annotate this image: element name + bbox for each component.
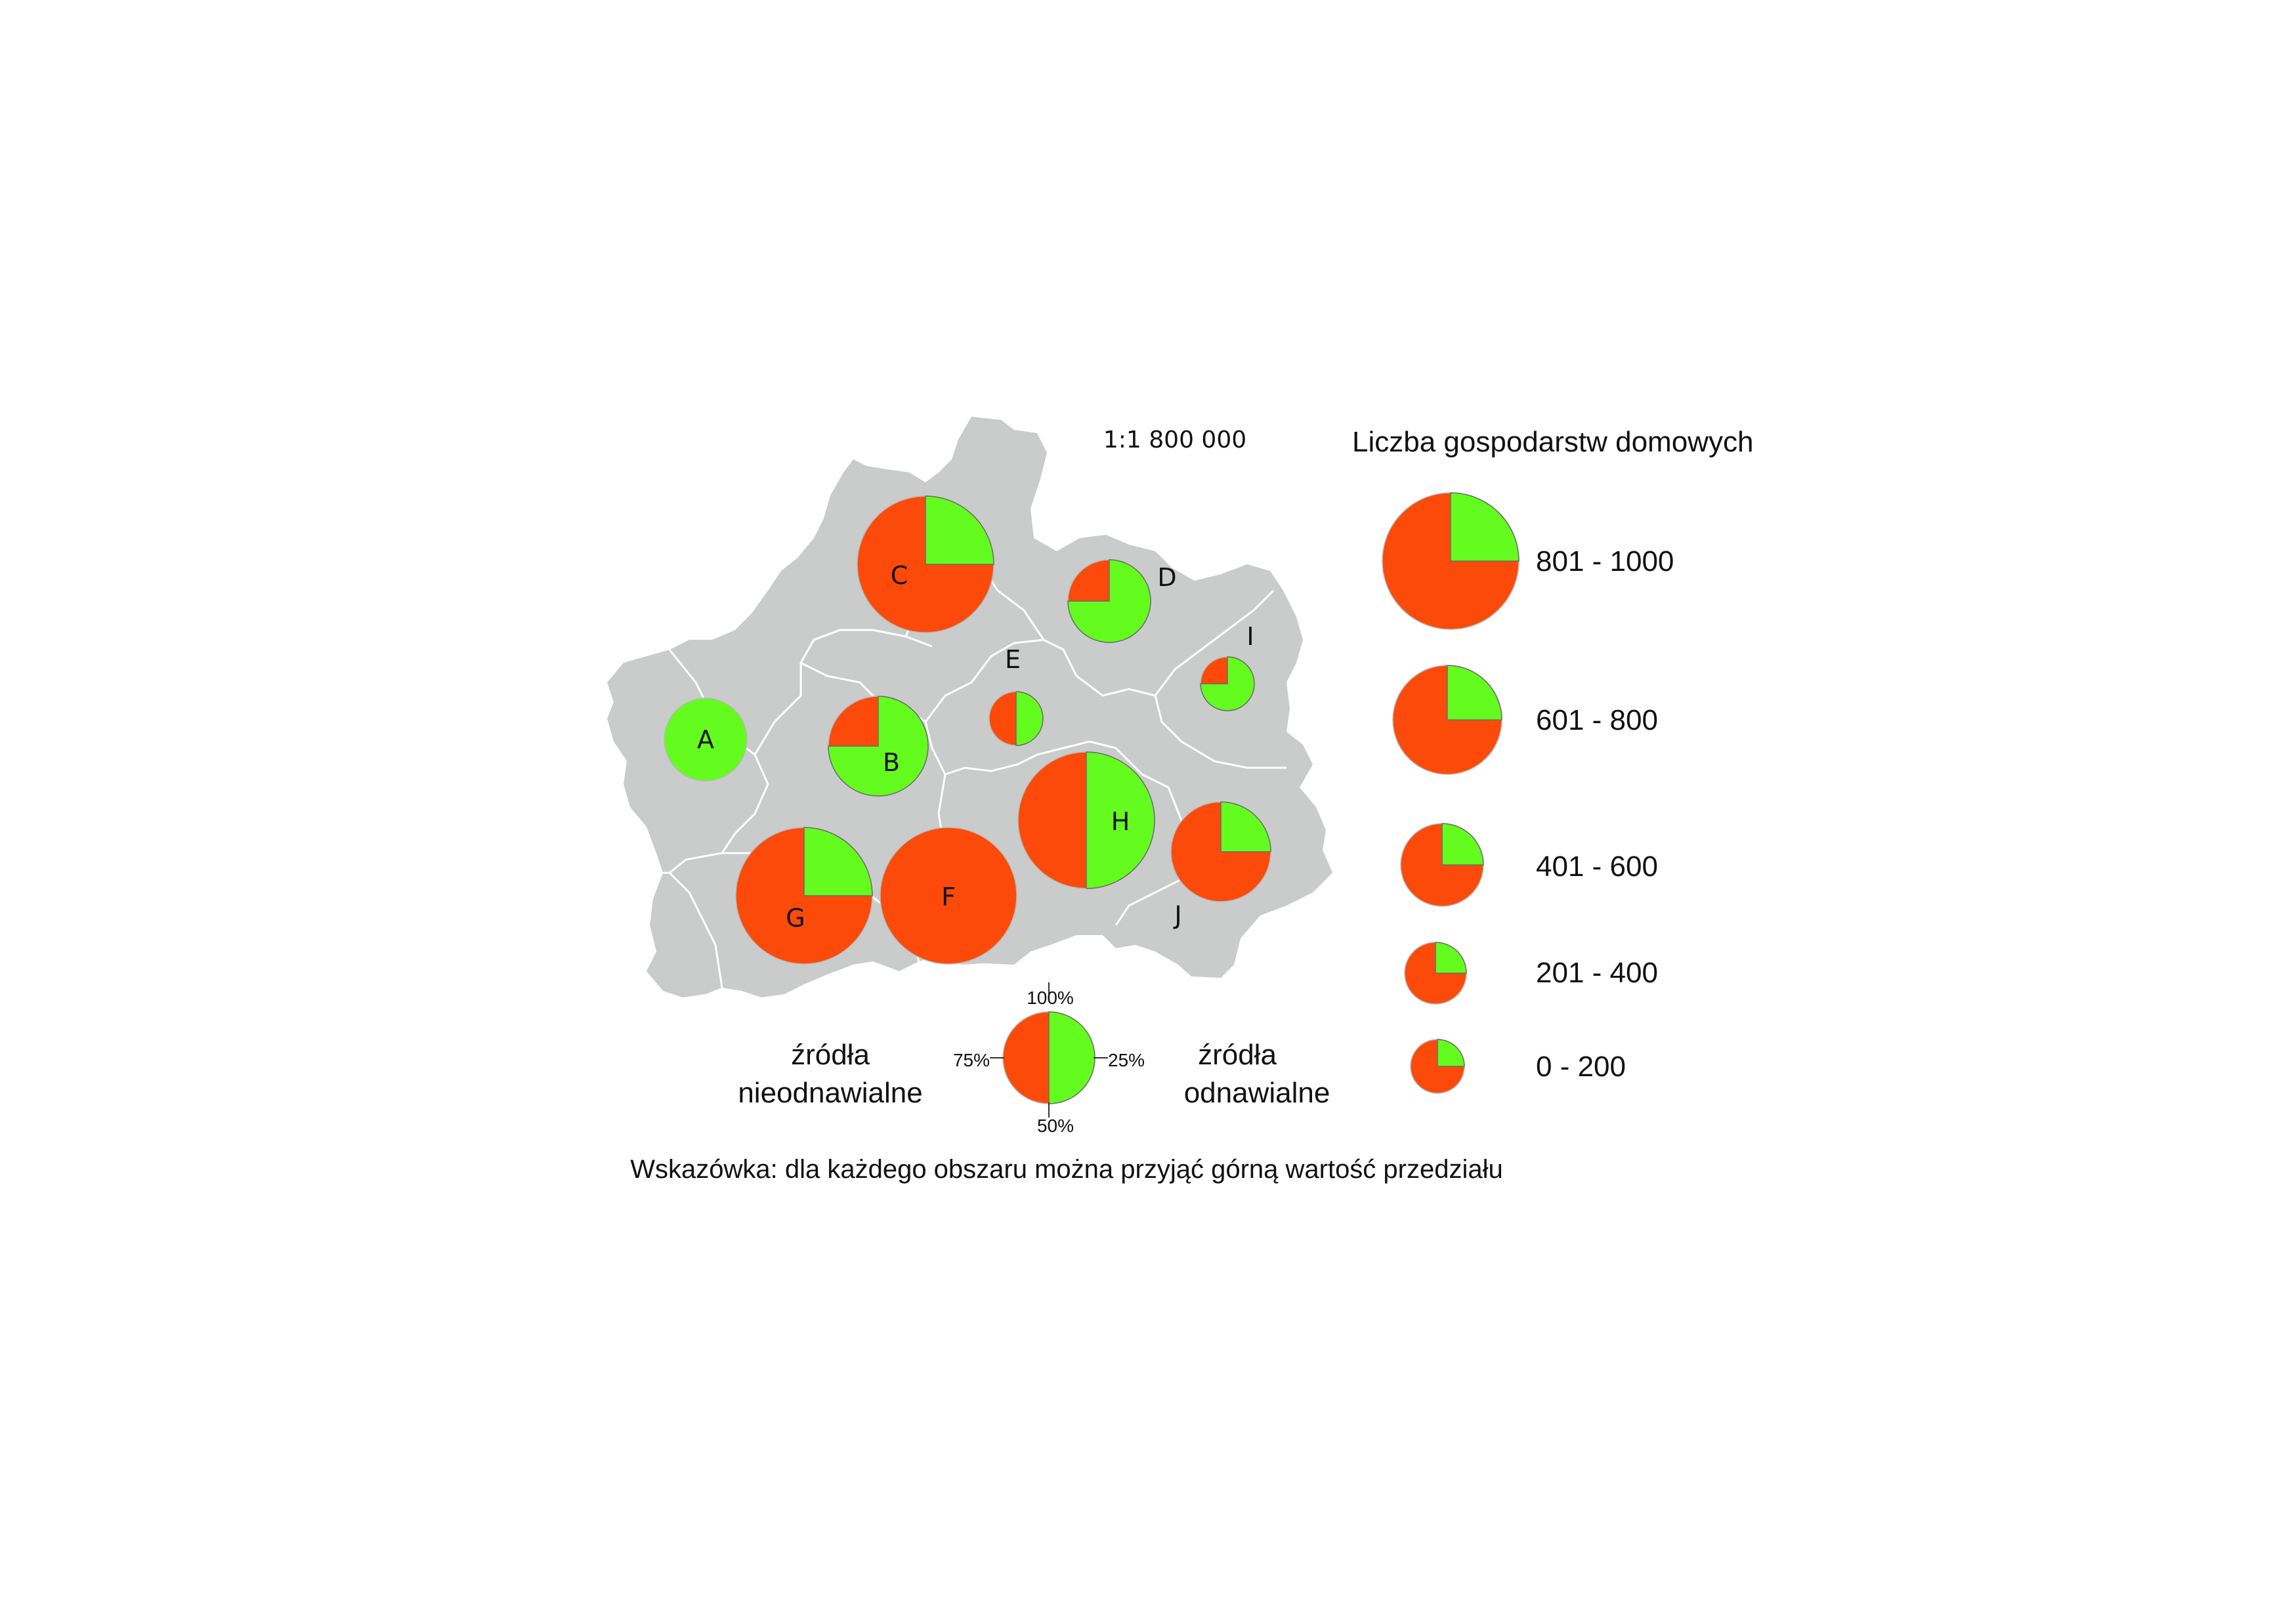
region-label-F: F xyxy=(941,883,956,911)
region-label-B: B xyxy=(883,748,900,777)
share-legend-pie xyxy=(1002,1011,1095,1104)
size-legend-pie-3-renewable-slice xyxy=(1441,823,1484,866)
nonrenewable-label-line1: źródła xyxy=(791,1039,870,1071)
pie-region-E xyxy=(989,691,1044,746)
pie-region-D-renewable-slice xyxy=(1067,559,1151,643)
share-tick-label-bottom: 50% xyxy=(1037,1116,1074,1136)
size-legend-pie-1 xyxy=(1382,492,1520,630)
pie-region-B xyxy=(828,696,929,797)
pie-region-F xyxy=(880,827,1017,965)
size-legend-pie-5-renewable-slice xyxy=(1437,1039,1465,1067)
size-legend-pie-4 xyxy=(1404,942,1467,1005)
share-legend-pie-chart-renewable-slice xyxy=(1048,1011,1095,1104)
share-tick-label-left: 75% xyxy=(953,1050,990,1070)
size-legend-pie-2-renewable-slice xyxy=(1447,665,1502,721)
map-labels: A B C D E F G H I J xyxy=(697,561,1254,932)
pie-region-D xyxy=(1067,559,1151,643)
size-class-label-4: 201 - 400 xyxy=(1536,957,1658,989)
pie-region-A-renewable-slice xyxy=(664,698,748,782)
pie-region-I-renewable-slice xyxy=(1200,656,1255,711)
size-class-label-3: 401 - 600 xyxy=(1536,850,1658,883)
share-tick-label-top: 100% xyxy=(1027,988,1074,1008)
size-legend-pie-1-renewable-slice xyxy=(1450,492,1520,562)
pie-region-F-nonrenewable-slice xyxy=(880,827,1017,965)
hint-text: Wskazówka: dla każdego obszaru można prz… xyxy=(630,1155,1503,1184)
nonrenewable-label-line2: nieodnawialne xyxy=(738,1077,922,1109)
pie-region-C xyxy=(857,495,994,633)
region-label-J: J xyxy=(1173,901,1181,930)
pie-region-G xyxy=(735,827,873,965)
renewable-label-line2: odnawialne xyxy=(1184,1077,1330,1109)
region-label-I: I xyxy=(1246,622,1254,651)
share-tick-label-right: 25% xyxy=(1108,1050,1145,1070)
pie-region-H xyxy=(1017,751,1155,889)
size-class-label-5: 0 - 200 xyxy=(1536,1051,1626,1083)
size-legend-title: Liczba gospodarstw domowych xyxy=(1352,426,1753,458)
size-legend-pies xyxy=(1382,492,1520,1094)
map-pies xyxy=(664,495,1271,965)
pie-region-J xyxy=(1170,801,1271,902)
size-class-label-1: 801 - 1000 xyxy=(1536,545,1674,577)
region-label-C: C xyxy=(891,561,908,590)
size-legend-pie-3 xyxy=(1400,823,1484,907)
size-legend-pie-2 xyxy=(1392,665,1502,775)
pie-region-C-renewable-slice xyxy=(925,495,994,565)
region-label-A: A xyxy=(697,725,714,754)
size-legend-pie-5 xyxy=(1410,1039,1465,1094)
region-label-D: D xyxy=(1157,563,1176,592)
share-legend: 100% 25% 50% 75% źródła nieodnawialne źr… xyxy=(738,982,1330,1136)
region-label-E: E xyxy=(1005,645,1021,674)
pie-region-J-renewable-slice xyxy=(1220,801,1271,852)
map-scale: 1:1 800 000 xyxy=(1103,427,1246,453)
share-legend-pie-chart xyxy=(1002,1011,1095,1104)
pie-region-A xyxy=(664,698,748,782)
pie-region-I xyxy=(1200,656,1255,711)
pie-region-E-renewable-slice xyxy=(1015,691,1044,746)
size-legend-pie-4-renewable-slice xyxy=(1435,942,1467,974)
pie-region-G-renewable-slice xyxy=(803,827,873,896)
pie-region-H-renewable-slice xyxy=(1086,751,1155,889)
region-label-G: G xyxy=(786,904,805,932)
pie-region-B-renewable-slice xyxy=(828,696,929,797)
renewable-label-line1: źródła xyxy=(1198,1039,1277,1071)
size-class-label-2: 601 - 800 xyxy=(1536,704,1658,736)
region-label-H: H xyxy=(1111,807,1130,836)
size-legend: Liczba gospodarstw domowych 801 - 1000 6… xyxy=(1352,426,1753,1094)
